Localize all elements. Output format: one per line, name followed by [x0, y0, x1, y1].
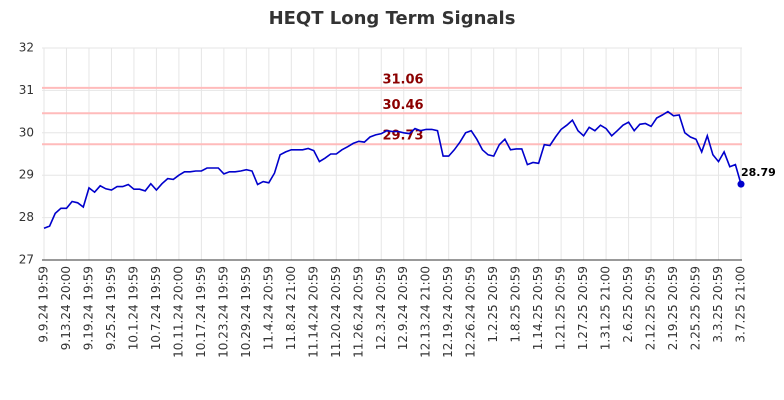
x-tick-label: 10.11.24 20:00: [171, 266, 185, 358]
x-tick-label: 1.2.25 20:59: [486, 266, 500, 343]
x-tick-label: 3.7.25 21:00: [734, 266, 748, 343]
reference-label: 31.06: [382, 72, 423, 87]
x-tick-label: 9.9.24 19:59: [37, 266, 51, 343]
x-tick-label: 12.9.24 20:59: [396, 266, 410, 350]
last-point: [737, 180, 745, 188]
x-tick-label: 2.12.25 20:59: [644, 266, 658, 350]
x-tick-label: 2.6.25 20:59: [621, 266, 635, 343]
x-tick-label: 12.26.24 20:59: [464, 266, 478, 358]
x-tick-label: 10.23.24 19:59: [216, 266, 230, 358]
x-tick-label: 9.25.24 19:59: [104, 266, 118, 350]
y-tick-label: 29: [19, 168, 34, 182]
x-tick-label: 11.8.24 21:00: [284, 266, 298, 350]
x-tick-label: 1.14.25 20:59: [531, 266, 545, 350]
y-tick-label: 27: [19, 253, 34, 267]
x-tick-label: 10.17.24 19:59: [194, 266, 208, 358]
last-value-label: 28.79: [741, 166, 776, 179]
x-tick-label: 1.21.25 20:59: [554, 266, 568, 350]
x-tick-label: 1.27.25 20:59: [576, 266, 590, 350]
x-tick-label: 12.19.24 20:59: [441, 266, 455, 358]
reference-label: 30.46: [382, 98, 423, 113]
x-tick-label: 10.1.24 19:59: [126, 266, 140, 350]
y-tick-label: 32: [19, 41, 34, 55]
x-tick-label: 10.7.24 19:59: [149, 266, 163, 350]
x-tick-label: 12.13.24 21:00: [419, 266, 433, 358]
x-tick-label: 1.8.25 20:59: [509, 266, 523, 343]
x-tick-label: 11.26.24 20:59: [351, 266, 365, 358]
x-tick-label: 2.19.25 20:59: [666, 266, 680, 350]
x-tick-label: 11.20.24 20:59: [329, 266, 343, 358]
reference-label: 29.73: [382, 129, 423, 144]
x-tick-label: 11.14.24 20:59: [306, 266, 320, 358]
chart-title: HEQT Long Term Signals: [269, 8, 516, 29]
x-tick-label: 9.13.24 20:00: [59, 266, 73, 350]
x-tick-label: 11.4.24 20:59: [261, 266, 275, 350]
y-tick-label: 28: [19, 210, 34, 224]
x-tick-label: 9.19.24 19:59: [81, 266, 95, 350]
y-tick-label: 30: [19, 125, 34, 139]
x-tick-label: 2.25.25 20:59: [689, 266, 703, 350]
line-series: [43, 110, 742, 229]
x-tick-label: 10.29.24 19:59: [239, 266, 253, 358]
x-tick-label: 1.31.25 21:00: [599, 266, 613, 350]
x-tick-label: 12.3.24 20:59: [374, 266, 388, 350]
x-tick-label: 3.3.25 20:59: [711, 266, 725, 343]
y-tick-label: 31: [19, 83, 34, 97]
